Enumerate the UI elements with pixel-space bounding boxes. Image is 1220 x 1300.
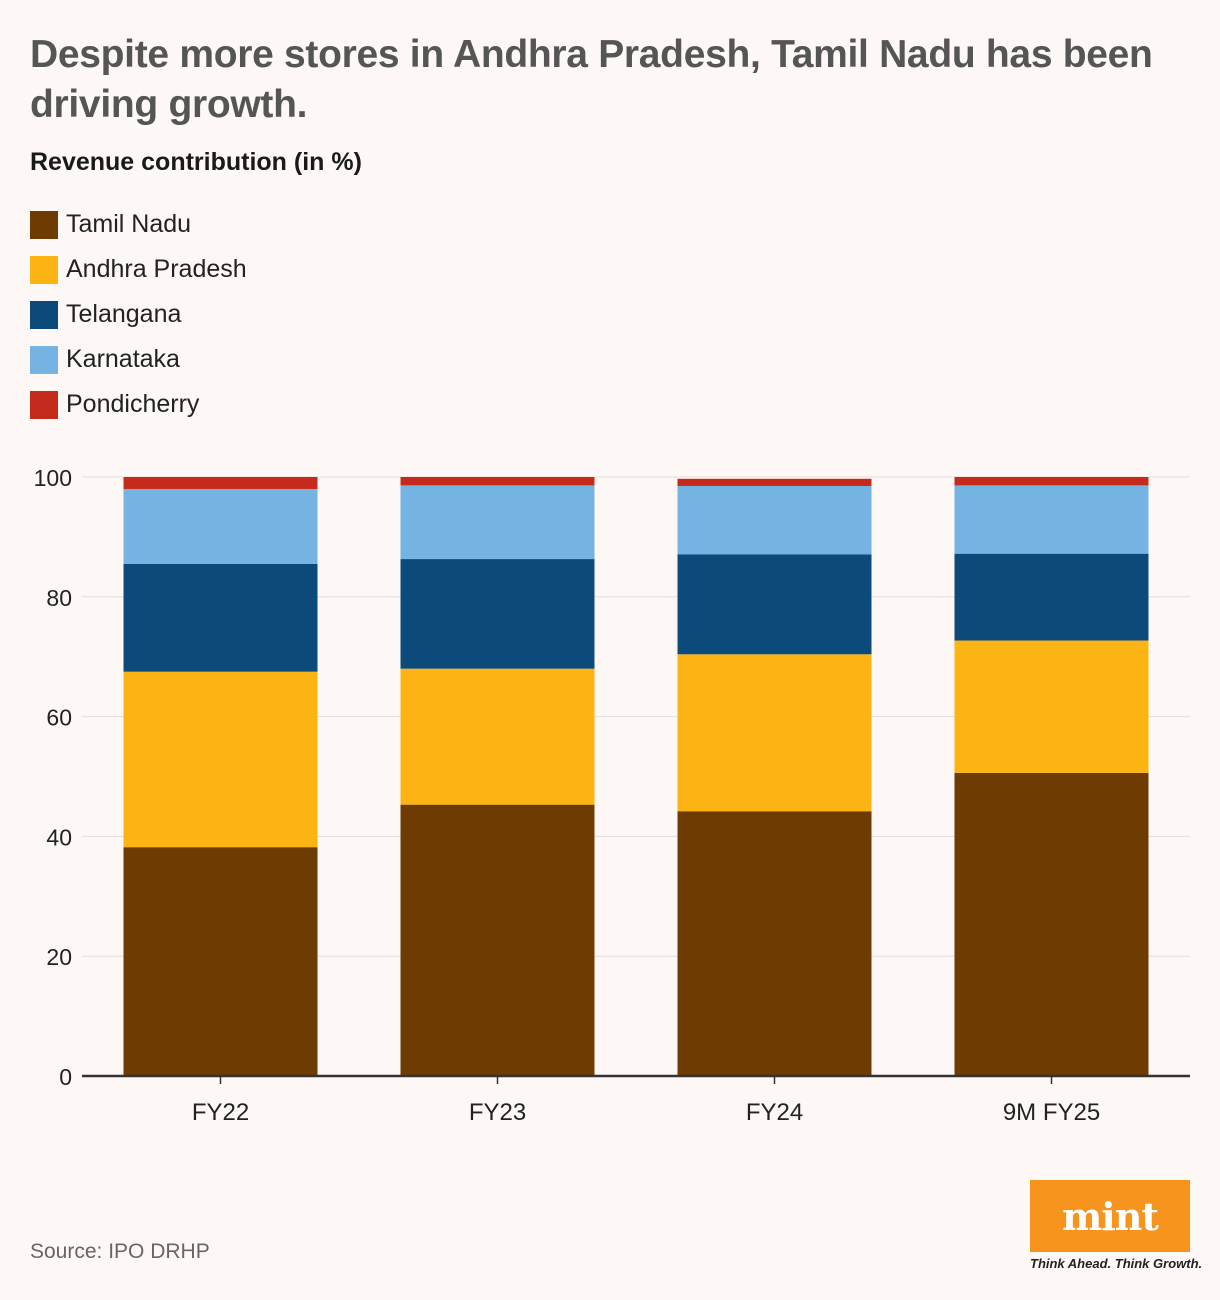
mint-logo: mint Think Ahead. Think Growth. (1030, 1180, 1203, 1271)
bar-segment-pondicherry (123, 477, 318, 489)
legend-label: Pondicherry (66, 390, 200, 418)
legend-item-pondicherry: Pondicherry (30, 382, 247, 427)
bar-segment-telangana (123, 563, 318, 672)
bar-segment-telangana (954, 553, 1149, 641)
legend-item-telangana: Telangana (30, 292, 247, 337)
x-tick-label: FY23 (469, 1099, 526, 1126)
bar-segment-karnataka (954, 485, 1149, 554)
stacked-bar-chart: 0 20 40 60 80 100 FY22 FY23 FY24 9M FY25 (34, 465, 1190, 1126)
legend-label: Karnataka (66, 345, 180, 373)
y-tick-label: 80 (46, 585, 72, 611)
bar-segment-telangana (400, 559, 595, 669)
logo-tagline: Think Ahead. Think Growth. (1030, 1256, 1203, 1271)
bar-segment-tamil-nadu (123, 847, 318, 1076)
legend-item-karnataka: Karnataka (30, 337, 247, 382)
y-tick-label: 60 (46, 705, 72, 731)
bar-segment-telangana (677, 554, 872, 655)
bar-segment-andhra-pradesh (954, 640, 1149, 773)
x-tick-label: 9M FY25 (1003, 1099, 1100, 1126)
source-note: Source: IPO DRHP (30, 1240, 210, 1263)
legend-swatch (30, 210, 58, 239)
x-tick-label: FY22 (192, 1099, 249, 1126)
bar-segment-andhra-pradesh (677, 654, 872, 812)
bar-segment-andhra-pradesh (400, 668, 595, 805)
legend-label: Telangana (66, 300, 182, 328)
logo-wordmark: mint (1062, 1193, 1159, 1239)
bar-segment-karnataka (400, 485, 595, 560)
legend-item-andhra-pradesh: Andhra Pradesh (30, 247, 247, 292)
bar-segment-karnataka (123, 488, 318, 564)
bar-segment-pondicherry (954, 477, 1149, 486)
legend-label: Andhra Pradesh (66, 255, 247, 283)
bar-segment-pondicherry (677, 478, 872, 486)
y-tick-label: 20 (46, 944, 72, 970)
y-tick-label: 0 (59, 1064, 72, 1090)
x-tick-label: FY24 (746, 1099, 803, 1126)
y-tick-label: 40 (46, 824, 72, 850)
bar-segment-pondicherry (400, 477, 595, 486)
legend: Tamil Nadu Andhra Pradesh Telangana Karn… (30, 202, 247, 427)
bar-segment-karnataka (677, 485, 872, 555)
legend-swatch (30, 390, 58, 419)
legend-item-tamil-nadu: Tamil Nadu (30, 202, 247, 247)
chart-title: Despite more stores in Andhra Pradesh, T… (30, 33, 1153, 126)
bar-segment-tamil-nadu (400, 804, 595, 1076)
y-tick-label: 100 (34, 465, 72, 491)
legend-swatch (30, 255, 58, 284)
bar-segment-tamil-nadu (954, 772, 1149, 1076)
logo-box: mint (1030, 1180, 1190, 1252)
bar-segment-andhra-pradesh (123, 671, 318, 848)
legend-label: Tamil Nadu (66, 210, 192, 238)
bar-segment-tamil-nadu (677, 811, 872, 1076)
legend-swatch (30, 300, 58, 329)
legend-swatch (30, 345, 58, 374)
chart-subtitle: Revenue contribution (in %) (30, 148, 362, 176)
